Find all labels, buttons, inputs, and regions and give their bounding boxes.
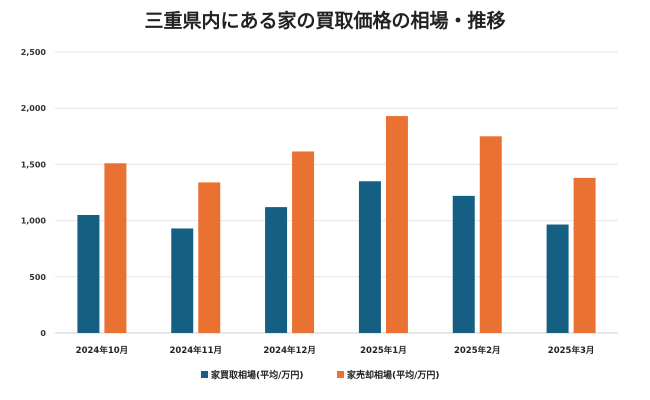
bar-purchase (358, 181, 381, 333)
x-tick-label: 2025年3月 (548, 345, 595, 356)
bar-sale (385, 116, 408, 334)
chart-title: 三重県内にある家の買取価格の相場・推移 (144, 9, 505, 32)
bar-sale (573, 177, 596, 333)
bar-purchase (77, 214, 100, 333)
x-tick-label: 2024年10月 (76, 345, 129, 356)
x-tick-label: 2024年12月 (263, 345, 316, 356)
legend-swatch (337, 371, 344, 378)
x-tick-label: 2025年1月 (360, 345, 407, 356)
y-tick-label: 1,000 (21, 217, 47, 226)
bar-purchase (452, 195, 475, 333)
bar-purchase (171, 228, 194, 333)
bar-purchase (265, 207, 288, 333)
bar-sale (198, 182, 221, 333)
y-tick-label: 2,500 (21, 48, 47, 57)
bar-purchase (546, 224, 569, 333)
legend-label: 家売却相場(平均/万円) (347, 369, 440, 381)
y-tick-label: 0 (40, 329, 46, 338)
legend-swatch (201, 371, 208, 378)
y-tick-label: 2,000 (21, 104, 47, 113)
bar-sale (104, 163, 127, 333)
legend-label: 家買取相場(平均/万円) (211, 369, 304, 381)
bar-sale (479, 136, 502, 333)
y-tick-label: 500 (29, 273, 46, 282)
x-tick-label: 2025年2月 (454, 345, 501, 356)
y-tick-label: 1,500 (21, 160, 47, 169)
bar-sale (292, 151, 315, 333)
x-tick-label: 2024年11月 (170, 345, 223, 356)
